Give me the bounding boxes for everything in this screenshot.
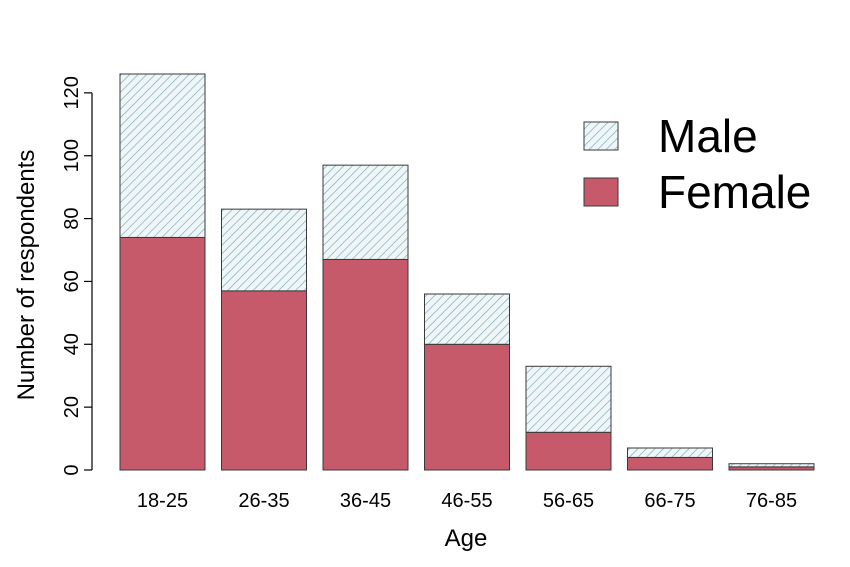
bar-male-26-35 <box>221 208 307 292</box>
x-axis-title: Age <box>445 525 488 552</box>
x-axis-labels: 18-25 26-35 36-45 46-55 56-65 66-75 76-85 <box>137 490 797 512</box>
bar-female-56-65 <box>525 431 612 471</box>
y-axis: 0 20 40 60 80 100 120 <box>61 76 93 476</box>
y-tick-label: 100 <box>61 139 83 172</box>
legend-label-male: Male <box>658 110 758 162</box>
bar-male-66-75 <box>627 447 713 458</box>
bar-male-18-25 <box>119 73 206 238</box>
x-tick-label: 46-55 <box>441 490 492 512</box>
x-tick-label: 26-35 <box>238 490 289 512</box>
x-tick-label: 36-45 <box>340 490 391 512</box>
legend-label-female: Female <box>658 166 811 218</box>
bar-male-76-85 <box>728 463 815 468</box>
y-tick-label: 40 <box>61 333 83 355</box>
x-tick-label: 18-25 <box>137 490 188 512</box>
x-tick-label: 66-75 <box>644 490 695 512</box>
bar-female-66-75 <box>627 456 713 471</box>
y-tick-label: 20 <box>61 396 83 418</box>
bar-female-36-45 <box>322 258 409 471</box>
y-tick-label: 120 <box>61 76 83 109</box>
bar-female-46-55 <box>424 343 510 471</box>
bar-female-26-35 <box>221 290 307 471</box>
bar-male-56-65 <box>525 365 612 433</box>
bar-male-46-55 <box>424 293 510 345</box>
legend-swatch-male <box>583 121 619 151</box>
x-tick-label: 56-65 <box>543 490 594 512</box>
legend-swatch-female <box>583 177 619 207</box>
bar-male-36-45 <box>322 164 409 260</box>
x-tick-label: 76-85 <box>746 490 797 512</box>
bars <box>119 73 815 471</box>
y-tick-label: 80 <box>61 207 83 229</box>
y-tick-label: 60 <box>61 270 83 292</box>
y-axis-title: Number of respondents <box>13 150 40 401</box>
bar-female-18-25 <box>119 236 206 471</box>
y-tick-label: 0 <box>61 464 83 475</box>
